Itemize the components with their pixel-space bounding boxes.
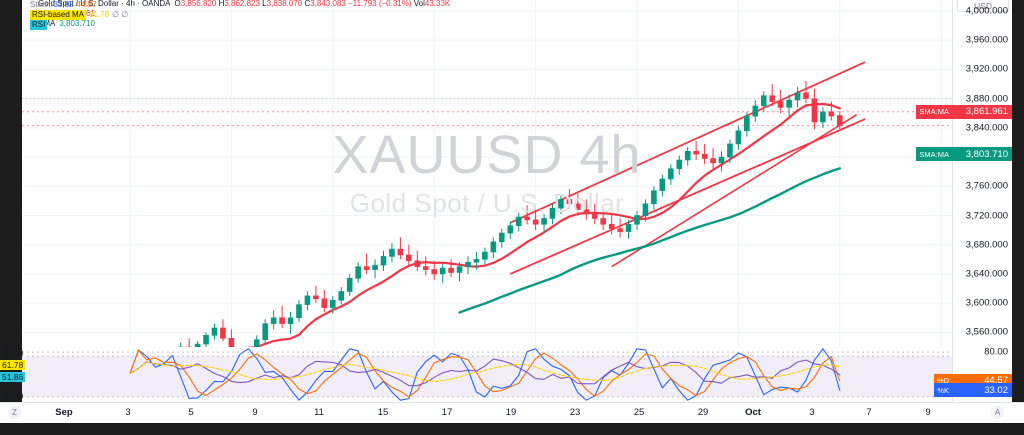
left-gutter <box>0 0 22 405</box>
osc-badge-tag: %K <box>934 383 952 398</box>
price-tick-9: 3,640.000 <box>965 268 1008 280</box>
price-badge-tag: SMA:MA <box>916 104 952 119</box>
price-tick-0: 4,000.000 <box>965 5 1008 17</box>
legend-title-row[interactable]: Gold Spot / U.S. Dollar · 4h · OANDA O3,… <box>38 0 450 9</box>
osc-scale-75: 75.00 <box>2 348 24 358</box>
osc-scale-rsi: 51.86 <box>0 372 26 382</box>
oscillator-chart-svg[interactable] <box>22 348 952 401</box>
price-tick-7: 3,720.000 <box>965 210 1008 221</box>
time-label-6: 17 <box>441 407 453 418</box>
ohlc-c-key: C <box>304 0 311 8</box>
time-axis[interactable]: Z A Sep 3 5 9 11 15 17 19 23 25 29 Oct 3 7 9 <box>0 402 1024 423</box>
oscillator-pane[interactable] <box>22 348 952 401</box>
price-tick-2: 3,920.000 <box>965 63 1008 75</box>
price-badge-red[interactable]: SMA:MA 3,861.961 <box>916 104 1012 119</box>
price-axis[interactable]: USD 4,000.000 3,960.000 3,920.000 3,880.000… <box>916 0 1012 401</box>
price-tick-8: 3,680.000 <box>965 239 1008 251</box>
price-tick-6: 3,760.000 <box>965 180 1008 192</box>
ohlc-c-value: 3,843.083 <box>310 0 346 8</box>
time-label-13: 7 <box>866 407 872 418</box>
rsi-ma-label: RSI-based MA <box>30 10 87 20</box>
time-label-1: 3 <box>125 407 131 418</box>
price-tick-1: 3,960.000 <box>965 34 1008 46</box>
volume-key: Vol <box>413 0 425 8</box>
price-badge-value: 3,803.710 <box>952 147 1012 162</box>
ohlc-l-key: L <box>262 0 267 8</box>
time-label-10: 29 <box>697 407 709 418</box>
price-tick-4: 3,840.000 <box>965 122 1008 134</box>
stoch-label: Stoch <box>30 0 51 9</box>
legend-ohlc: O3,856.820 H3,862.823 L3,838.070 C3,843.… <box>175 0 451 9</box>
legend-sma-slow-value: 3,803.710 <box>59 19 95 28</box>
osc-badge-value: 33.02 <box>952 383 1012 398</box>
rsi-ma-value: 61.78 <box>89 10 110 19</box>
ohlc-change: −11.793 (−0.31%) <box>348 0 412 8</box>
price-badge-green[interactable]: SMA:MA 3,803.710 <box>916 147 1012 162</box>
rsi-label: RSI <box>30 20 48 30</box>
right-gutter <box>1012 0 1024 405</box>
ohlc-o-key: O <box>174 0 181 8</box>
osc-tick-80: 80.00 <box>984 346 1008 358</box>
price-badge-value: 3,861.961 <box>952 104 1012 119</box>
stoch-legend-row[interactable]: Stoch 33.02 44.57 <box>30 0 128 10</box>
price-tick-3: 3,880.000 <box>965 93 1008 105</box>
rsi-ma-legend-row[interactable]: RSI-based MA 61.78 ∅ ∅ <box>30 10 128 20</box>
osc-badge-blue[interactable]: %K 33.02 <box>934 383 1012 398</box>
ohlc-l-value: 3,838.070 <box>266 0 303 8</box>
rsi-ma-params: ∅ ∅ <box>112 10 129 19</box>
currency-box: USD <box>957 0 1009 12</box>
bottom-gutter <box>0 423 1024 435</box>
time-label-14: 9 <box>925 407 931 418</box>
ohlc-h-value: 3,862.823 <box>224 0 260 8</box>
rsi-legend-row[interactable]: RSI <box>30 20 128 30</box>
ohlc-o-value: 3,856.820 <box>180 0 217 8</box>
time-label-4: 11 <box>314 407 324 418</box>
volume-value: 43.33K <box>424 0 451 8</box>
time-label-12: 3 <box>809 407 815 418</box>
legend-symbol-title: Gold Spot / U.S. Dollar · 4h · OANDA <box>38 0 171 8</box>
time-label-5: 15 <box>377 407 389 418</box>
price-tick-10: 3,600.000 <box>965 297 1008 309</box>
time-label-9: 25 <box>633 407 645 418</box>
time-start-pill[interactable]: Z <box>8 406 21 419</box>
time-label-8: 23 <box>569 407 581 418</box>
time-label-2: 5 <box>188 407 194 418</box>
time-label-0: Sep <box>55 407 73 418</box>
time-end-pill[interactable]: A <box>991 406 1004 419</box>
price-badge-tag: SMA:MA <box>916 147 952 162</box>
time-label-7: 19 <box>505 407 517 418</box>
stoch-d-value: 44.57 <box>76 0 97 9</box>
price-chart-svg[interactable] <box>22 0 952 347</box>
currency-label: USD <box>974 0 992 11</box>
oscillator-legend[interactable]: Stoch 33.02 44.57 RSI-based MA 61.78 ∅ ∅… <box>30 0 128 30</box>
osc-scale-rsima: 61.78 <box>0 360 26 370</box>
time-label-3: 9 <box>252 407 258 418</box>
osc-scale-25: 25.00 <box>2 391 24 401</box>
price-tick-11: 3,560.000 <box>965 326 1008 338</box>
price-pane[interactable]: XAUUSD 4h Gold Spot / U.S. Dollar <box>22 0 952 347</box>
stoch-k-value: 33.02 <box>53 0 74 9</box>
ohlc-h-key: H <box>218 0 225 8</box>
time-label-11: Oct <box>745 407 761 418</box>
